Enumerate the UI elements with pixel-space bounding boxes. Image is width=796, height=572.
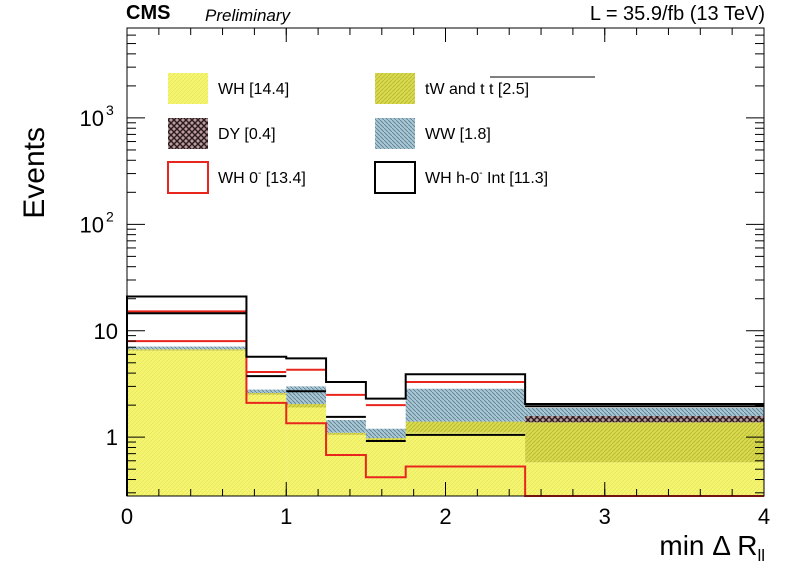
y-tick-label: 10 xyxy=(80,106,104,131)
stack-bar-wh-bin-5 xyxy=(405,432,526,496)
y-axis-title: Events xyxy=(18,127,51,219)
legend-swatch-top xyxy=(375,73,415,104)
stack-bar-dy-bin-6 xyxy=(525,416,764,423)
legend-label-int: WH h-0- Int [11.3] xyxy=(425,168,548,187)
y-axis-title-wrap: Events xyxy=(18,127,58,219)
cms-label: CMS xyxy=(126,2,171,24)
stack-bar-wh-bin-3 xyxy=(326,434,366,496)
y-tick-label: 10 xyxy=(80,212,104,237)
y-tick-label: 10 xyxy=(94,319,118,344)
x-tick-label: 1 xyxy=(280,504,292,529)
y-tick-exponent: 2 xyxy=(106,208,114,224)
legend-label-dy: DY [0.4] xyxy=(218,126,276,143)
stack-bar-ww-bin-1 xyxy=(246,389,287,394)
luminosity-label: L = 35.9/fb (13 TeV) xyxy=(589,3,765,25)
stack-bar-wh-bin-1 xyxy=(246,394,287,496)
stack-bar-ww-bin-5 xyxy=(405,388,526,422)
y-tick-exponent: 3 xyxy=(106,102,114,118)
x-tick-label: 0 xyxy=(121,504,133,529)
x-tick-label: 2 xyxy=(439,504,451,529)
legend-swatch-ww xyxy=(375,118,415,149)
legend-swatch-int xyxy=(374,161,416,194)
stack-bar-top-bin-3 xyxy=(326,432,366,435)
stack-bar-top-bin-1 xyxy=(246,393,287,395)
legend-label-ww: WW [1.8] xyxy=(425,126,491,143)
legend-swatch-wh xyxy=(168,73,208,104)
legend-label-wh0m: WH 0- [13.4] xyxy=(218,168,306,187)
stack-bar-ww-bin-6 xyxy=(525,407,764,417)
stack-bar-ww-bin-3 xyxy=(326,419,366,433)
legend-swatch-wh0m xyxy=(167,161,209,194)
stack-bar-top-bin-6 xyxy=(525,422,764,463)
y-tick-label: 1 xyxy=(106,425,118,450)
x-axis-title-sub: ll xyxy=(757,546,765,565)
legend-swatch-dy xyxy=(168,118,208,149)
stack-bar-wh-bin-2 xyxy=(286,407,327,496)
stack-bar-ww-bin-4 xyxy=(365,428,406,439)
series-line-int xyxy=(126,295,764,496)
legend-label-wh: WH [14.4] xyxy=(218,81,289,98)
series-line-wh0m xyxy=(126,340,764,497)
stack-bar-top-bin-2 xyxy=(286,403,327,408)
stack-bar-ww-bin-2 xyxy=(286,386,327,404)
stack-bar-top-bin-4 xyxy=(365,438,406,441)
preliminary-label: Preliminary xyxy=(205,6,291,25)
stack-bar-wh-bin-6 xyxy=(525,462,764,496)
x-tick-label: 4 xyxy=(758,504,770,529)
x-axis-title: min Δ Rll xyxy=(659,530,765,566)
stack-bar-ww-bin-0 xyxy=(127,346,247,350)
legend-label-top: tW and t t [2.5] xyxy=(425,81,529,98)
stack-bar-top-bin-0 xyxy=(127,349,247,351)
stack-bar-top-bin-5 xyxy=(405,421,526,433)
stack-bar-wh-bin-4 xyxy=(365,440,406,496)
x-axis-title-main: min Δ R xyxy=(659,530,758,561)
x-tick-label: 3 xyxy=(599,504,611,529)
stack-bar-wh-bin-0 xyxy=(127,350,247,496)
